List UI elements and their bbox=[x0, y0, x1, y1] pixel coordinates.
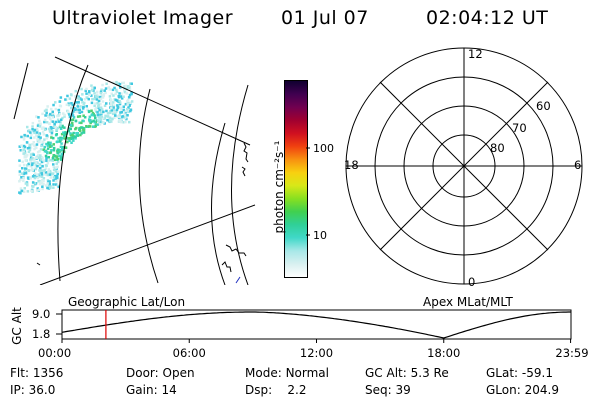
date-label: 01 Jul 07 bbox=[281, 7, 369, 29]
stat-glat: GLat: -59.1 bbox=[486, 366, 553, 380]
stat-flt: Flt: 1356 bbox=[10, 366, 64, 380]
stat-door: Door: Open bbox=[126, 366, 195, 380]
apex-label: Apex MLat/MLT bbox=[423, 295, 513, 309]
stat-gc-alt: GC Alt: 5.3 Re bbox=[365, 366, 449, 380]
stat-dsp: Dsp: 2.2 bbox=[245, 383, 307, 397]
colorbar-gradient bbox=[285, 81, 307, 277]
y-tick-high: 9.0 bbox=[32, 307, 50, 321]
colorbar-unit-label: photon cm⁻²s⁻¹ bbox=[272, 140, 286, 234]
instrument-title: Ultraviolet Imager bbox=[52, 7, 234, 29]
mlt-label-0: 0 bbox=[468, 275, 475, 289]
orbit-altitude-curve bbox=[61, 311, 571, 339]
orbit-y-axis-label: GC Alt bbox=[10, 307, 24, 345]
x-tick-label: 00:00 bbox=[38, 346, 71, 360]
stat-seq: Seq: 39 bbox=[365, 383, 411, 397]
geo-label: Geographic Lat/Lon bbox=[68, 295, 186, 309]
colorbar bbox=[284, 80, 308, 278]
mlt-label-18: 18 bbox=[344, 158, 359, 172]
coastline bbox=[36, 142, 249, 273]
colorbar-tick-10: 10 bbox=[313, 229, 327, 242]
coastline-blue bbox=[235, 276, 241, 284]
lat-label-80: 80 bbox=[490, 141, 505, 155]
x-tick-label: 18:00 bbox=[427, 346, 460, 360]
time-label: 02:04:12 UT bbox=[426, 7, 549, 29]
lat-label-60: 60 bbox=[536, 99, 551, 113]
mlt-label-12: 12 bbox=[468, 47, 483, 61]
aurora-emission bbox=[18, 80, 134, 195]
geo-map-panel bbox=[13, 56, 256, 285]
mlt-label-6: 6 bbox=[574, 158, 581, 172]
x-ticks: 00:00 06:00 12:00 18:00 23:59 bbox=[38, 339, 589, 360]
x-tick-label: 12:00 bbox=[300, 346, 333, 360]
geo-grid bbox=[13, 56, 256, 285]
colorbar-ticks: 100 10 bbox=[306, 142, 334, 242]
lat-label-70: 70 bbox=[512, 121, 527, 135]
stat-mode: Mode: Normal bbox=[245, 366, 329, 380]
x-tick-label: 23:59 bbox=[555, 346, 588, 360]
colorbar-tick-100: 100 bbox=[313, 142, 334, 155]
stat-ip: IP: 36.0 bbox=[10, 383, 56, 397]
orbit-plot: 9.0 1.8 00:00 06:00 12:00 18:00 23:59 bbox=[32, 307, 589, 360]
polar-plot: 12 18 6 0 60 70 80 bbox=[344, 47, 583, 289]
stat-glon: GLon: 204.9 bbox=[486, 383, 559, 397]
stat-gain: Gain: 14 bbox=[126, 383, 177, 397]
x-tick-label: 06:00 bbox=[173, 346, 206, 360]
y-tick-low: 1.8 bbox=[32, 327, 50, 341]
